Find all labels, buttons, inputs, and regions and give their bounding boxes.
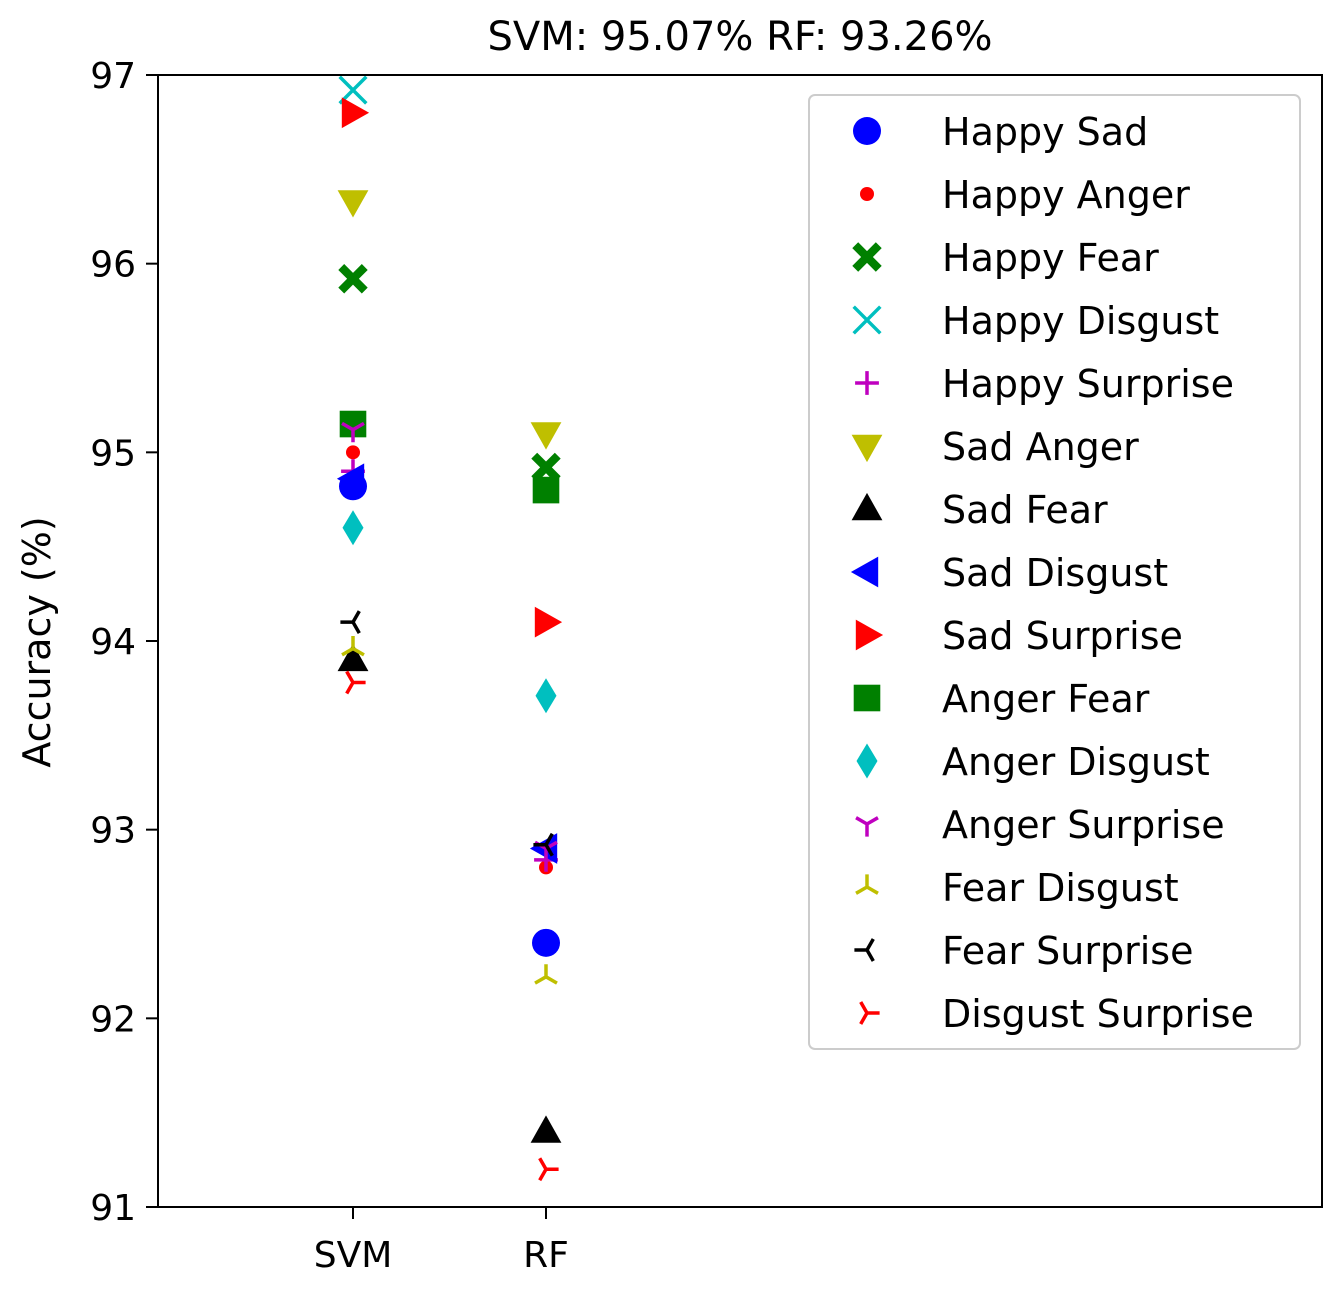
y-axis-label: Accuracy (%) [15,516,59,767]
legend-marker-sad-fear [851,492,883,521]
data-point-sad-surprise-svm [341,97,370,129]
data-point-sad-anger-svm [337,190,369,218]
legend-label: Fear Disgust [942,866,1179,910]
data-point-happy-fear-rf [531,452,561,483]
y-tick-label: 92 [90,999,136,1040]
data-point-disgust-surprise-svm [345,670,366,695]
y-tick-label: 96 [90,245,136,286]
legend-label: Happy Surprise [942,362,1234,406]
data-point-disgust-surprise-rf [538,1157,559,1182]
data-point-sad-anger-rf [530,422,562,450]
legend-label: Happy Sad [942,110,1148,154]
data-point-anger-disgust-rf [535,678,557,714]
legend-marker-fear-disgust [855,874,879,895]
legend-label: Sad Anger [942,425,1139,469]
legend-label: Sad Surprise [942,614,1183,658]
data-point-anger-fear-rf [532,476,560,504]
y-tick-label: 94 [90,622,136,663]
data-point-sad-fear-svm [337,643,369,672]
data-point-fear-surprise-svm [340,610,361,634]
legend-marker-sad-surprise [855,619,884,651]
axis-ticks: 91 92 93 94 95 96 97 SVM RF [90,56,569,1276]
legend-label: Sad Disgust [942,551,1168,595]
legend-marker-anger-disgust [856,743,878,779]
legend-label: Sad Fear [942,488,1108,532]
legend-marker-sad-disgust [850,556,879,588]
chart-title: SVM: 95.07% RF: 93.26% [487,14,992,60]
data-point-fear-disgust-rf [534,964,558,985]
legend-label: Fear Surprise [942,929,1193,973]
plot-frame [157,74,1323,1208]
data-point-happy-fear-svm [338,264,368,294]
legend-marker-happy-surprise [855,371,879,395]
legend-label: Disgust Surprise [942,992,1254,1036]
data-point-sad-fear-rf [530,1115,562,1143]
legend-label: Happy Fear [942,236,1159,280]
legend-label: Anger Fear [942,677,1150,721]
data-point-happy-anger-svm [346,445,360,460]
legend-marker-happy-fear [852,242,882,272]
y-tick-label: 91 [90,1188,136,1229]
legend-marker-happy-sad [853,117,881,145]
x-tick-label: SVM [314,1235,393,1276]
y-tick-label: 95 [90,433,136,474]
data-point-sad-disgust-svm [336,463,365,495]
legend-marker-sad-anger [851,434,883,463]
legend: Happy Sad Happy Anger Happy Fear Happy Disg… [808,94,1301,1050]
data-point-anger-surprise-svm [341,421,365,443]
y-tick-label: 93 [90,811,136,852]
data-point-fear-surprise-rf [533,832,554,857]
x-tick-label: RF [523,1235,569,1276]
data-point-sad-surprise-rf [534,606,563,638]
legend-label: Anger Surprise [942,803,1225,847]
legend-marker-happy-anger [860,187,874,201]
legend-marker-happy-disgust [852,305,882,335]
legend-marker-anger-surprise [855,816,879,837]
legend-label: Anger Disgust [942,740,1210,784]
legend-marker-disgust-surprise [859,1001,880,1025]
data-points [336,75,563,1182]
legend-label: Happy Disgust [942,299,1219,343]
legend-marker-fear-surprise [854,938,875,962]
legend-box [808,94,1301,1050]
legend-items: Happy Sad Happy Anger Happy Fear Happy Disg… [850,110,1254,1036]
y-tick-label: 97 [90,56,136,97]
data-point-fear-disgust-svm [341,635,365,657]
legend-marker-anger-fear [853,684,881,712]
legend-label: Happy Anger [942,173,1190,217]
data-point-happy-sad-rf [532,928,560,957]
data-point-anger-disgust-svm [342,510,364,546]
